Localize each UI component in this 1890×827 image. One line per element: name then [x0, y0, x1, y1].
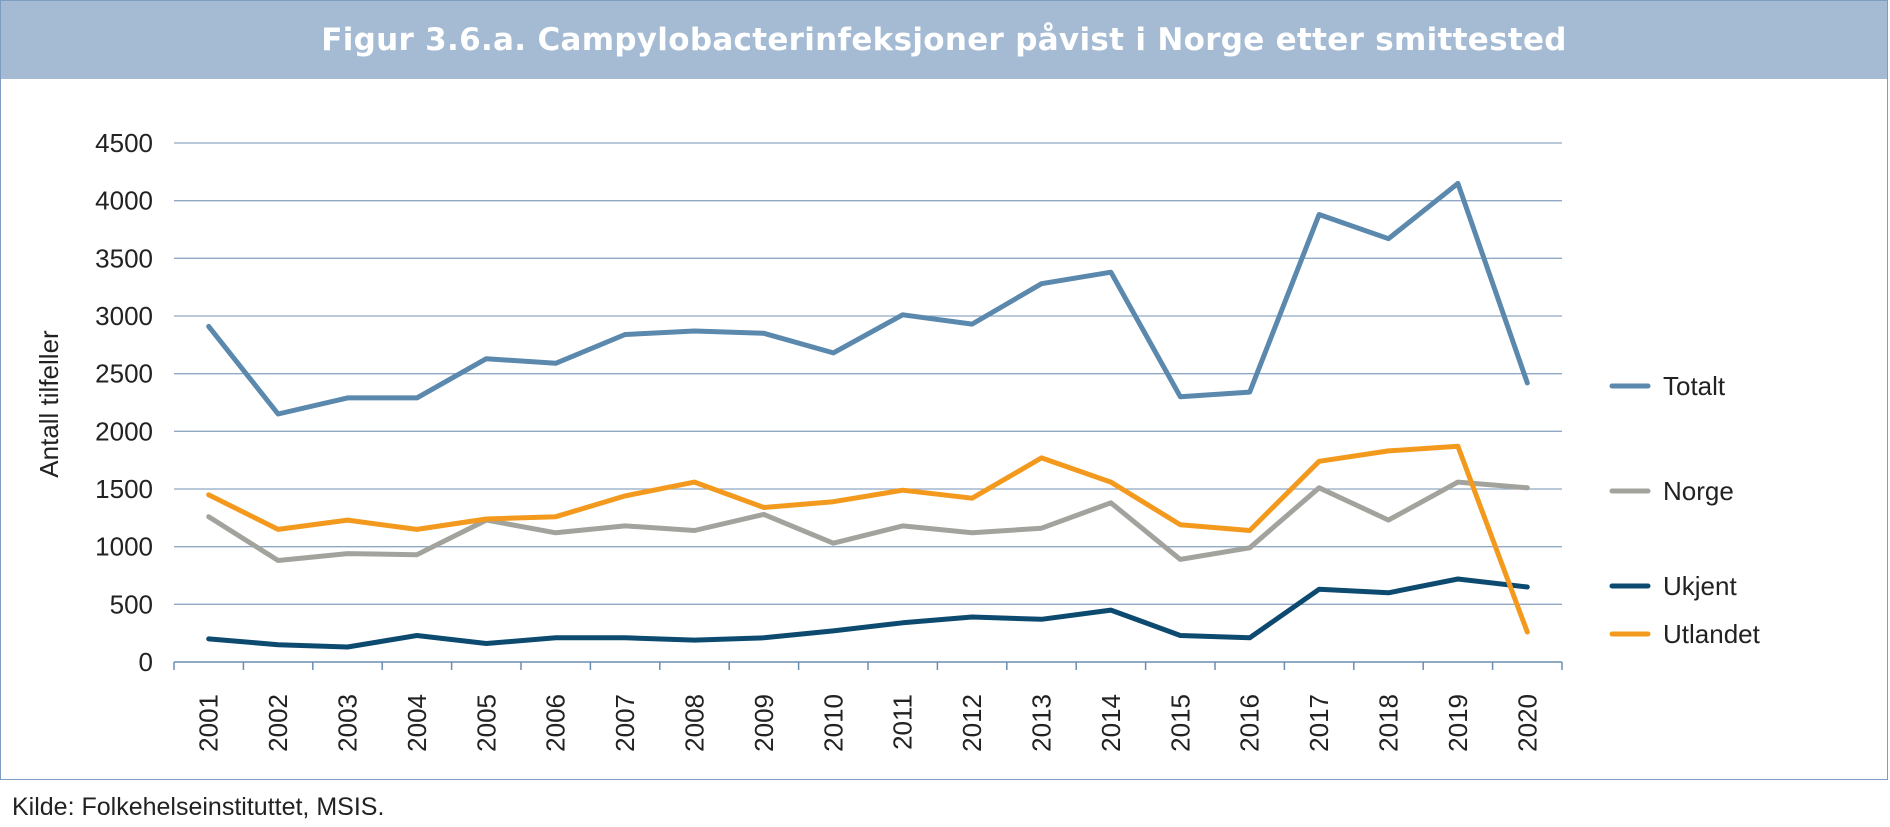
x-tick-label: 2014	[1096, 694, 1126, 752]
title-bar: Figur 3.6.a. Campylobacterinfeksjoner på…	[1, 1, 1887, 79]
y-tick-label: 1000	[95, 532, 153, 562]
x-tick-label: 2005	[471, 694, 501, 752]
y-tick-label: 4000	[95, 186, 153, 216]
series-line-totalt	[206, 180, 1530, 417]
legend-label: Norge	[1663, 476, 1734, 506]
chart-title: Figur 3.6.a. Campylobacterinfeksjoner på…	[321, 22, 1567, 58]
x-tick-label: 2008	[680, 694, 710, 752]
x-tick-label: 2002	[263, 694, 293, 752]
series-line-ukjent	[206, 576, 1530, 650]
y-tick-label: 3000	[95, 301, 153, 331]
x-tick-label: 2015	[1165, 694, 1195, 752]
x-tick-label: 2007	[610, 694, 640, 752]
series-line-utlandet	[206, 443, 1530, 635]
y-tick-label: 1500	[95, 474, 153, 504]
x-tick-labels: 2001 2002 2003 2004 2005 2006 2007 2008 2009 2010…	[194, 694, 1543, 752]
x-tick-label: 2019	[1443, 694, 1473, 752]
x-tick-label: 2020	[1512, 694, 1542, 752]
x-tick-label: 2013	[1027, 694, 1057, 752]
series-lines	[206, 180, 1530, 650]
legend: Totalt Norge Ukjent Utlandet	[1609, 371, 1761, 649]
y-tick-label: 500	[110, 589, 153, 619]
y-tick-labels: 0 500 1000 1500 2000 2500 3000 3500 4000 4500	[95, 128, 153, 677]
x-tick-label: 2018	[1374, 694, 1404, 752]
x-tick-label: 2009	[749, 694, 779, 752]
y-tick-label: 2000	[95, 416, 153, 446]
x-tick-label: 2004	[402, 694, 432, 752]
grid-lines	[174, 142, 1562, 605]
x-tick-label: 2011	[888, 694, 918, 750]
x-tick-label: 2003	[333, 694, 363, 752]
x-tick-label: 2001	[194, 694, 224, 752]
source-note: Kilde: Folkehelseinstituttet, MSIS.	[12, 793, 385, 821]
y-tick-label: 2500	[95, 359, 153, 389]
y-tick-label: 3500	[95, 243, 153, 273]
legend-label: Totalt	[1663, 371, 1726, 401]
y-tick-label: 4500	[95, 128, 153, 158]
legend-label: Ukjent	[1663, 571, 1737, 601]
y-axis-title: Antall tilfeller	[34, 330, 64, 478]
series-line-norge	[206, 479, 1530, 563]
x-tick-label: 2012	[957, 694, 987, 752]
y-tick-label: 0	[139, 647, 153, 677]
x-tick-label: 2017	[1304, 694, 1334, 752]
x-tick-label: 2006	[541, 694, 571, 752]
legend-label: Utlandet	[1663, 619, 1761, 649]
x-tick-label: 2010	[818, 694, 848, 752]
x-tick-label: 2016	[1235, 694, 1265, 752]
axes	[173, 661, 1563, 670]
figure-frame: Figur 3.6.a. Campylobacterinfeksjoner på…	[0, 0, 1888, 780]
